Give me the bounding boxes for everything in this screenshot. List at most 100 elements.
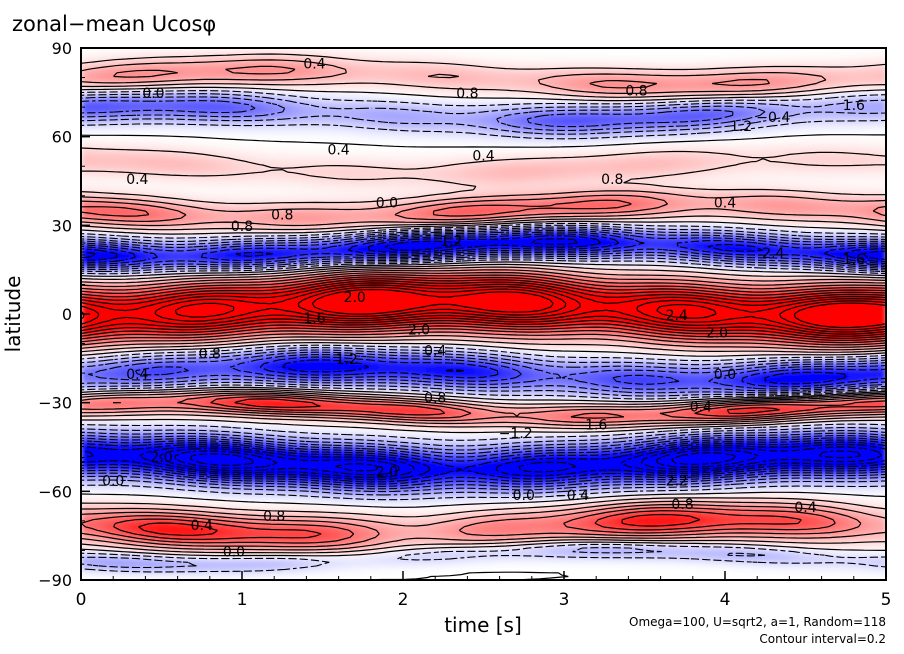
field-cell [320,198,331,204]
field-cell [253,154,264,160]
field-cell [435,56,446,62]
field-cell [426,548,437,554]
field-cell [473,274,485,280]
field-cell [176,460,188,466]
field-cell [100,216,111,222]
field-cell [205,398,216,404]
field-cell [243,500,255,506]
field-cell [416,544,427,550]
field-cell [205,56,216,62]
field-cell [282,491,293,497]
field-cell [435,158,446,164]
field-cell [157,460,168,466]
field-cell [253,105,264,111]
field-cell [397,535,408,541]
field-cell [435,114,446,120]
field-cell [224,300,235,306]
field-cell [397,353,408,359]
field-cell [128,56,140,62]
field-cell [435,96,446,102]
field-cell [176,562,188,568]
field-cell [90,548,101,554]
field-cell [311,535,322,541]
field-cell [397,429,408,435]
field-cell [406,278,418,284]
field-cell [416,322,427,328]
field-cell [339,300,350,306]
field-cell [368,52,379,58]
field-cell [330,101,341,107]
field-cell [205,517,216,523]
field-cell [186,282,197,288]
field-cell [90,562,101,568]
field-cell [454,123,465,129]
field-cell [349,243,360,249]
field-cell [272,318,283,324]
field-cell [81,420,92,426]
field-cell [426,407,437,413]
field-cell [167,176,178,182]
field-cell [215,83,226,89]
field-cell [157,331,168,337]
field-cell [311,522,322,528]
field-cell [406,362,418,368]
field-cell [378,522,389,528]
field-cell [282,318,293,324]
field-cell [196,256,207,262]
field-cell [205,571,216,577]
field-cell [81,522,92,528]
field-cell [148,473,159,479]
field-cell [426,438,437,444]
field-cell [100,296,111,302]
field-cell [109,61,120,67]
field-cell [445,464,456,470]
field-cell [167,362,178,368]
field-cell [349,141,360,147]
field-cell [435,172,446,178]
field-cell [215,353,226,359]
field-cell [167,70,178,76]
field-cell [196,127,207,133]
field-cell [272,309,283,315]
field-cell [454,380,465,386]
field-cell [148,181,159,187]
field-cell [90,265,101,271]
field-cell [205,123,216,129]
field-cell [81,460,92,466]
field-cell [176,424,188,430]
field-cell [81,486,92,492]
field-cell [109,296,120,302]
field-cell [387,371,398,377]
field-cell [320,526,331,532]
field-cell [301,420,312,426]
field-cell [138,132,149,138]
field-cell [445,300,456,306]
field-cell [435,314,446,320]
field-cell [426,544,437,550]
field-cell [176,65,188,71]
field-cell [234,185,245,191]
field-cell [81,540,92,546]
field-cell [358,402,370,408]
field-cell [243,544,255,550]
field-cell [196,358,207,364]
field-cell [454,225,465,231]
field-cell [176,265,188,271]
field-cell [406,336,418,342]
field-cell [291,83,303,89]
field-cell [330,526,341,532]
field-cell [426,482,437,488]
field-cell [464,535,475,541]
field-cell [349,376,360,382]
field-cell [167,149,178,155]
field-cell [100,52,111,58]
field-cell [119,402,130,408]
field-cell [311,424,322,430]
field-cell [330,194,341,200]
field-cell [148,384,159,390]
field-cell [378,442,389,448]
field-cell [464,212,475,218]
field-cell [196,464,207,470]
field-cell [416,154,427,160]
field-cell [358,149,370,155]
